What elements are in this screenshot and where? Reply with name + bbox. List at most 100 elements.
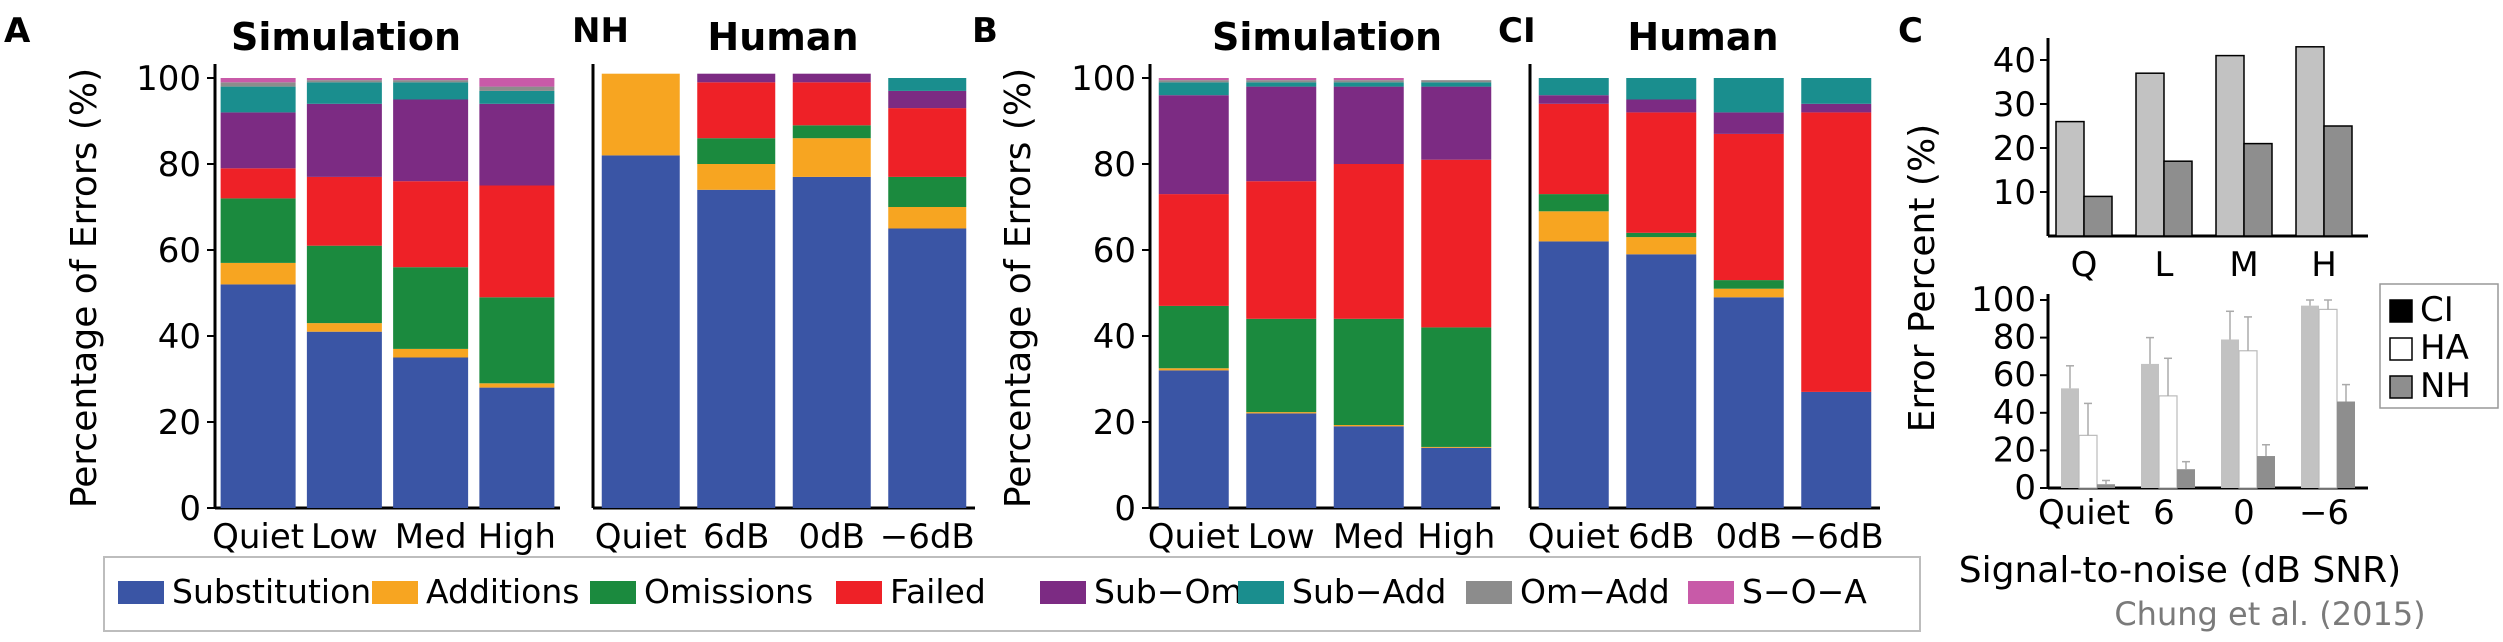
B-sim-bar-Med-sub-om [1333, 86, 1404, 164]
panel-b-human-title: Human [1627, 15, 1778, 59]
B-sim-bar-High-substitutions [1421, 447, 1492, 508]
c-bot-ytick: 60 [1993, 355, 2036, 395]
A-sim-ytick: 20 [158, 403, 201, 443]
A-human-bar-Quiet-substitutions [601, 155, 680, 508]
c-top-ytick: 40 [1993, 41, 2036, 81]
A-sim-xtick: Low [311, 517, 378, 557]
A-sim-xtick: High [478, 517, 556, 557]
legend-label-additions: Additions [426, 572, 579, 611]
c-top-bar-H-1 [2323, 125, 2353, 237]
B-sim-bar-Quiet-s-o-a [1158, 78, 1229, 81]
B-sim-bar-High-omissions [1421, 327, 1492, 447]
B-sim-ytick: 40 [1093, 317, 1136, 357]
B-human-bar--6dB-failed [1801, 112, 1872, 392]
c-top-xtick: Q [2071, 245, 2098, 285]
B-sim-xtick: Med [1333, 517, 1405, 557]
A-sim-bar-Quiet-sub-add [220, 86, 296, 113]
c-top-bar-Q-0 [2055, 120, 2085, 237]
c-top-bar-H-0 [2295, 46, 2325, 237]
legend-swatch-sub-om [1040, 581, 1086, 604]
A-human-bar--6dB-additions [888, 207, 967, 229]
B-sim-bar-Low-substitutions [1246, 413, 1317, 508]
B-sim-bar-Quiet-om-add [1158, 80, 1229, 83]
A-human-xtick: 6dB [703, 517, 770, 557]
B-sim-bar-Quiet-omissions [1158, 305, 1229, 369]
A-sim-ytick: 100 [136, 59, 201, 99]
A-human-bar-0dB-sub-om [792, 73, 871, 83]
A-sim-bar-Low-omissions [306, 245, 382, 324]
panel-b-sim-title: Simulation [1212, 15, 1442, 59]
A-sim-bar-High-sub-om [479, 103, 555, 186]
c-top-bar-M-0 [2215, 54, 2245, 237]
c-bot-bar-6-ci [2141, 363, 2159, 488]
legend-swatch-sub-add [1238, 581, 1284, 604]
legend-swatch-om-add [1466, 581, 1512, 604]
c-top-xtick: M [2229, 245, 2258, 285]
c-bot-bar--6-nh [2337, 401, 2355, 488]
c-top-bar-M-1 [2243, 142, 2273, 237]
B-sim-bar-Low-sub-om [1246, 86, 1317, 182]
B-sim-bar-Low-additions [1246, 412, 1317, 414]
A-human-bar-6dB-omissions [697, 138, 776, 164]
c-bot-bar-Quiet-nh [2097, 484, 2115, 488]
legend-label-s-o-a: S−O−A [1742, 572, 1867, 611]
c-bot-bar-Quiet-ha [2078, 434, 2098, 489]
B-human-xtick: Quiet [1528, 517, 1620, 557]
legend-label-substitutions: Substitutions [172, 572, 388, 611]
B-human-bar-Quiet-sub-om [1538, 95, 1609, 104]
panel-letter-b: B [972, 11, 998, 51]
A-sim-bar-Med-substitutions [393, 357, 469, 508]
B-human-bar-0dB-failed [1713, 133, 1784, 281]
B-sim-bar-Low-failed [1246, 181, 1317, 319]
A-sim-bar-Low-additions [306, 323, 382, 332]
A-human-bar--6dB-substitutions [888, 228, 967, 508]
B-human-bar--6dB-substitutions [1801, 391, 1872, 508]
c-bot-legend-swatch-ci [2389, 299, 2413, 323]
A-sim-bar-Med-sub-om [393, 99, 469, 182]
c-bot-legend-label-ci: CI [2420, 290, 2454, 330]
legend-label-failed: Failed [890, 572, 986, 611]
B-sim-bar-Quiet-additions [1158, 368, 1229, 371]
B-sim-bar-Low-omissions [1246, 318, 1317, 413]
B-sim-bar-Med-additions [1333, 425, 1404, 427]
A-sim-bar-Low-sub-add [306, 82, 382, 104]
B-sim-bar-Low-s-o-a [1246, 78, 1317, 81]
c-bot-bar-0-ci [2221, 339, 2239, 488]
B-human-xtick: 6dB [1628, 517, 1695, 557]
B-human-bar-Quiet-sub-add [1538, 78, 1609, 96]
c-top-bar-L-1 [2163, 160, 2193, 237]
A-sim-ytick: 40 [158, 317, 201, 357]
A-sim-ytick: 0 [179, 489, 201, 529]
A-sim-xtick: Med [395, 517, 467, 557]
legend-swatch-omissions [590, 581, 636, 604]
B-human-xtick: −6dB [1789, 517, 1884, 557]
legend-swatch-failed [836, 581, 882, 604]
B-human-bar-6dB-sub-om [1626, 99, 1697, 113]
A-human-bar-6dB-failed [697, 82, 776, 139]
B-sim-bar-Quiet-failed [1158, 194, 1229, 306]
panel-letter-c: C [1898, 11, 1923, 51]
B-sim-ytick: 100 [1071, 59, 1136, 99]
B-human-bar-6dB-omissions [1626, 232, 1697, 238]
panel-B-sim: Quiet Low Med High 0 20 40 60 80 100 [1071, 59, 1500, 557]
c-bot-bar-6-ha [2158, 395, 2178, 489]
A-human-bar-6dB-sub-om [697, 73, 776, 83]
A-sim-bar-High-s-o-a [479, 78, 555, 87]
B-human-bar-0dB-additions [1713, 288, 1784, 298]
B-sim-ytick: 60 [1093, 231, 1136, 271]
B-human-xtick: 0dB [1715, 517, 1782, 557]
A-sim-bar-Quiet-substitutions [220, 284, 296, 508]
A-sim-ytick: 60 [158, 231, 201, 271]
c-bot-legend-label-nh: NH [2420, 366, 2471, 406]
A-human-bar--6dB-sub-add [888, 78, 967, 91]
A-sim-bar-Low-sub-om [306, 103, 382, 177]
c-bot-ytick: 40 [1993, 393, 2036, 433]
c-bot-ytick: 20 [1993, 430, 2036, 470]
B-sim-bar-Med-om-add [1333, 80, 1404, 83]
legend-swatch-additions [372, 581, 418, 604]
panel-c-ylabel: Error Percent (%) [1902, 124, 1943, 432]
B-sim-bar-High-sub-om [1421, 86, 1492, 160]
B-human-bar-6dB-failed [1626, 112, 1697, 233]
